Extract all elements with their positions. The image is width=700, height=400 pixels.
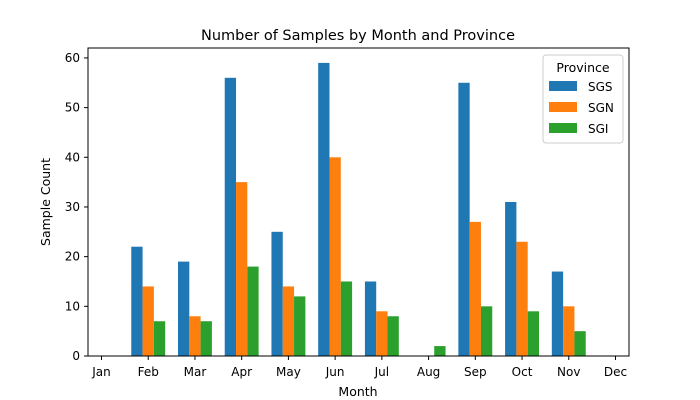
x-tick-label: May: [276, 365, 301, 379]
legend-label-SGI: SGI: [588, 122, 608, 136]
bar-SGS-Feb: [131, 246, 143, 356]
legend-title: Province: [556, 60, 609, 75]
bar-SGN-Jun: [329, 157, 341, 356]
y-axis-label: Sample Count: [38, 158, 53, 246]
legend-label-SGS: SGS: [588, 80, 613, 94]
y-tick-label: 20: [65, 250, 80, 264]
bar-SGI-Nov: [574, 331, 586, 356]
bars-group: [131, 62, 586, 356]
x-tick-label: Jun: [325, 365, 345, 379]
y-tick-label: 60: [65, 51, 80, 65]
bar-SGI-Mar: [200, 321, 212, 356]
x-tick-label: Oct: [512, 365, 533, 379]
bar-SGS-Oct: [505, 202, 517, 356]
bar-SGN-Apr: [236, 182, 248, 356]
x-tick-label: Mar: [184, 365, 207, 379]
x-axis: Jan Feb Mar Apr May Jun Jul Aug Sep Oct Nov Dec: [91, 356, 627, 379]
legend-swatch-SGN: [549, 102, 577, 112]
x-tick-label: Sep: [464, 365, 487, 379]
bar-SGN-May: [282, 286, 295, 356]
legend-swatch-SGS: [549, 81, 577, 91]
x-tick-label: Jul: [374, 365, 389, 379]
y-tick-label: 40: [65, 150, 80, 164]
bar-SGI-Aug: [434, 346, 446, 356]
bar-SGS-May: [271, 231, 283, 356]
bar-SGS-Sep: [458, 82, 470, 356]
x-tick-label: Apr: [231, 365, 252, 379]
bar-SGN-Jul: [376, 311, 388, 356]
bar-SGI-Jun: [340, 281, 353, 356]
bar-SGI-May: [294, 296, 306, 356]
bar-SGN-Sep: [469, 221, 481, 356]
x-tick-label: Jan: [91, 365, 111, 379]
bar-SGS-Nov: [551, 271, 564, 356]
y-tick-label: 10: [65, 299, 80, 313]
y-tick-label: 50: [65, 101, 80, 115]
bar-SGS-Mar: [178, 261, 190, 356]
y-tick-label: 30: [65, 200, 80, 214]
bar-SGI-Oct: [527, 311, 539, 356]
y-axis: 0 10 20 30 40 50 60: [65, 51, 88, 363]
bar-SGI-Jul: [387, 316, 399, 356]
bar-SGS-Apr: [224, 77, 237, 356]
plot-frame: [87, 47, 630, 357]
bar-SGS-Jun: [318, 62, 330, 356]
bar-SGI-Feb: [153, 321, 166, 356]
bar-SGN-Feb: [142, 286, 154, 356]
bar-SGN-Mar: [189, 316, 201, 356]
x-tick-label: Aug: [417, 365, 440, 379]
bar-SGN-Nov: [563, 306, 575, 356]
legend-label-SGN: SGN: [588, 101, 614, 115]
x-tick-label: Nov: [557, 365, 580, 379]
x-tick-label: Feb: [138, 365, 159, 379]
legend: Province SGS SGN SGI: [542, 54, 624, 144]
bar-SGI-Apr: [247, 266, 259, 356]
y-tick-label: 0: [72, 349, 80, 363]
chart-title: Number of Samples by Month and Province: [201, 28, 515, 44]
x-tick-label: Dec: [604, 365, 627, 379]
bar-SGS-Jul: [364, 281, 377, 356]
bar-SGI-Sep: [480, 306, 493, 356]
x-axis-label: Month: [338, 384, 377, 399]
legend-swatch-SGI: [549, 123, 577, 133]
legend-box: [542, 54, 624, 144]
bar-SGN-Oct: [516, 241, 528, 356]
